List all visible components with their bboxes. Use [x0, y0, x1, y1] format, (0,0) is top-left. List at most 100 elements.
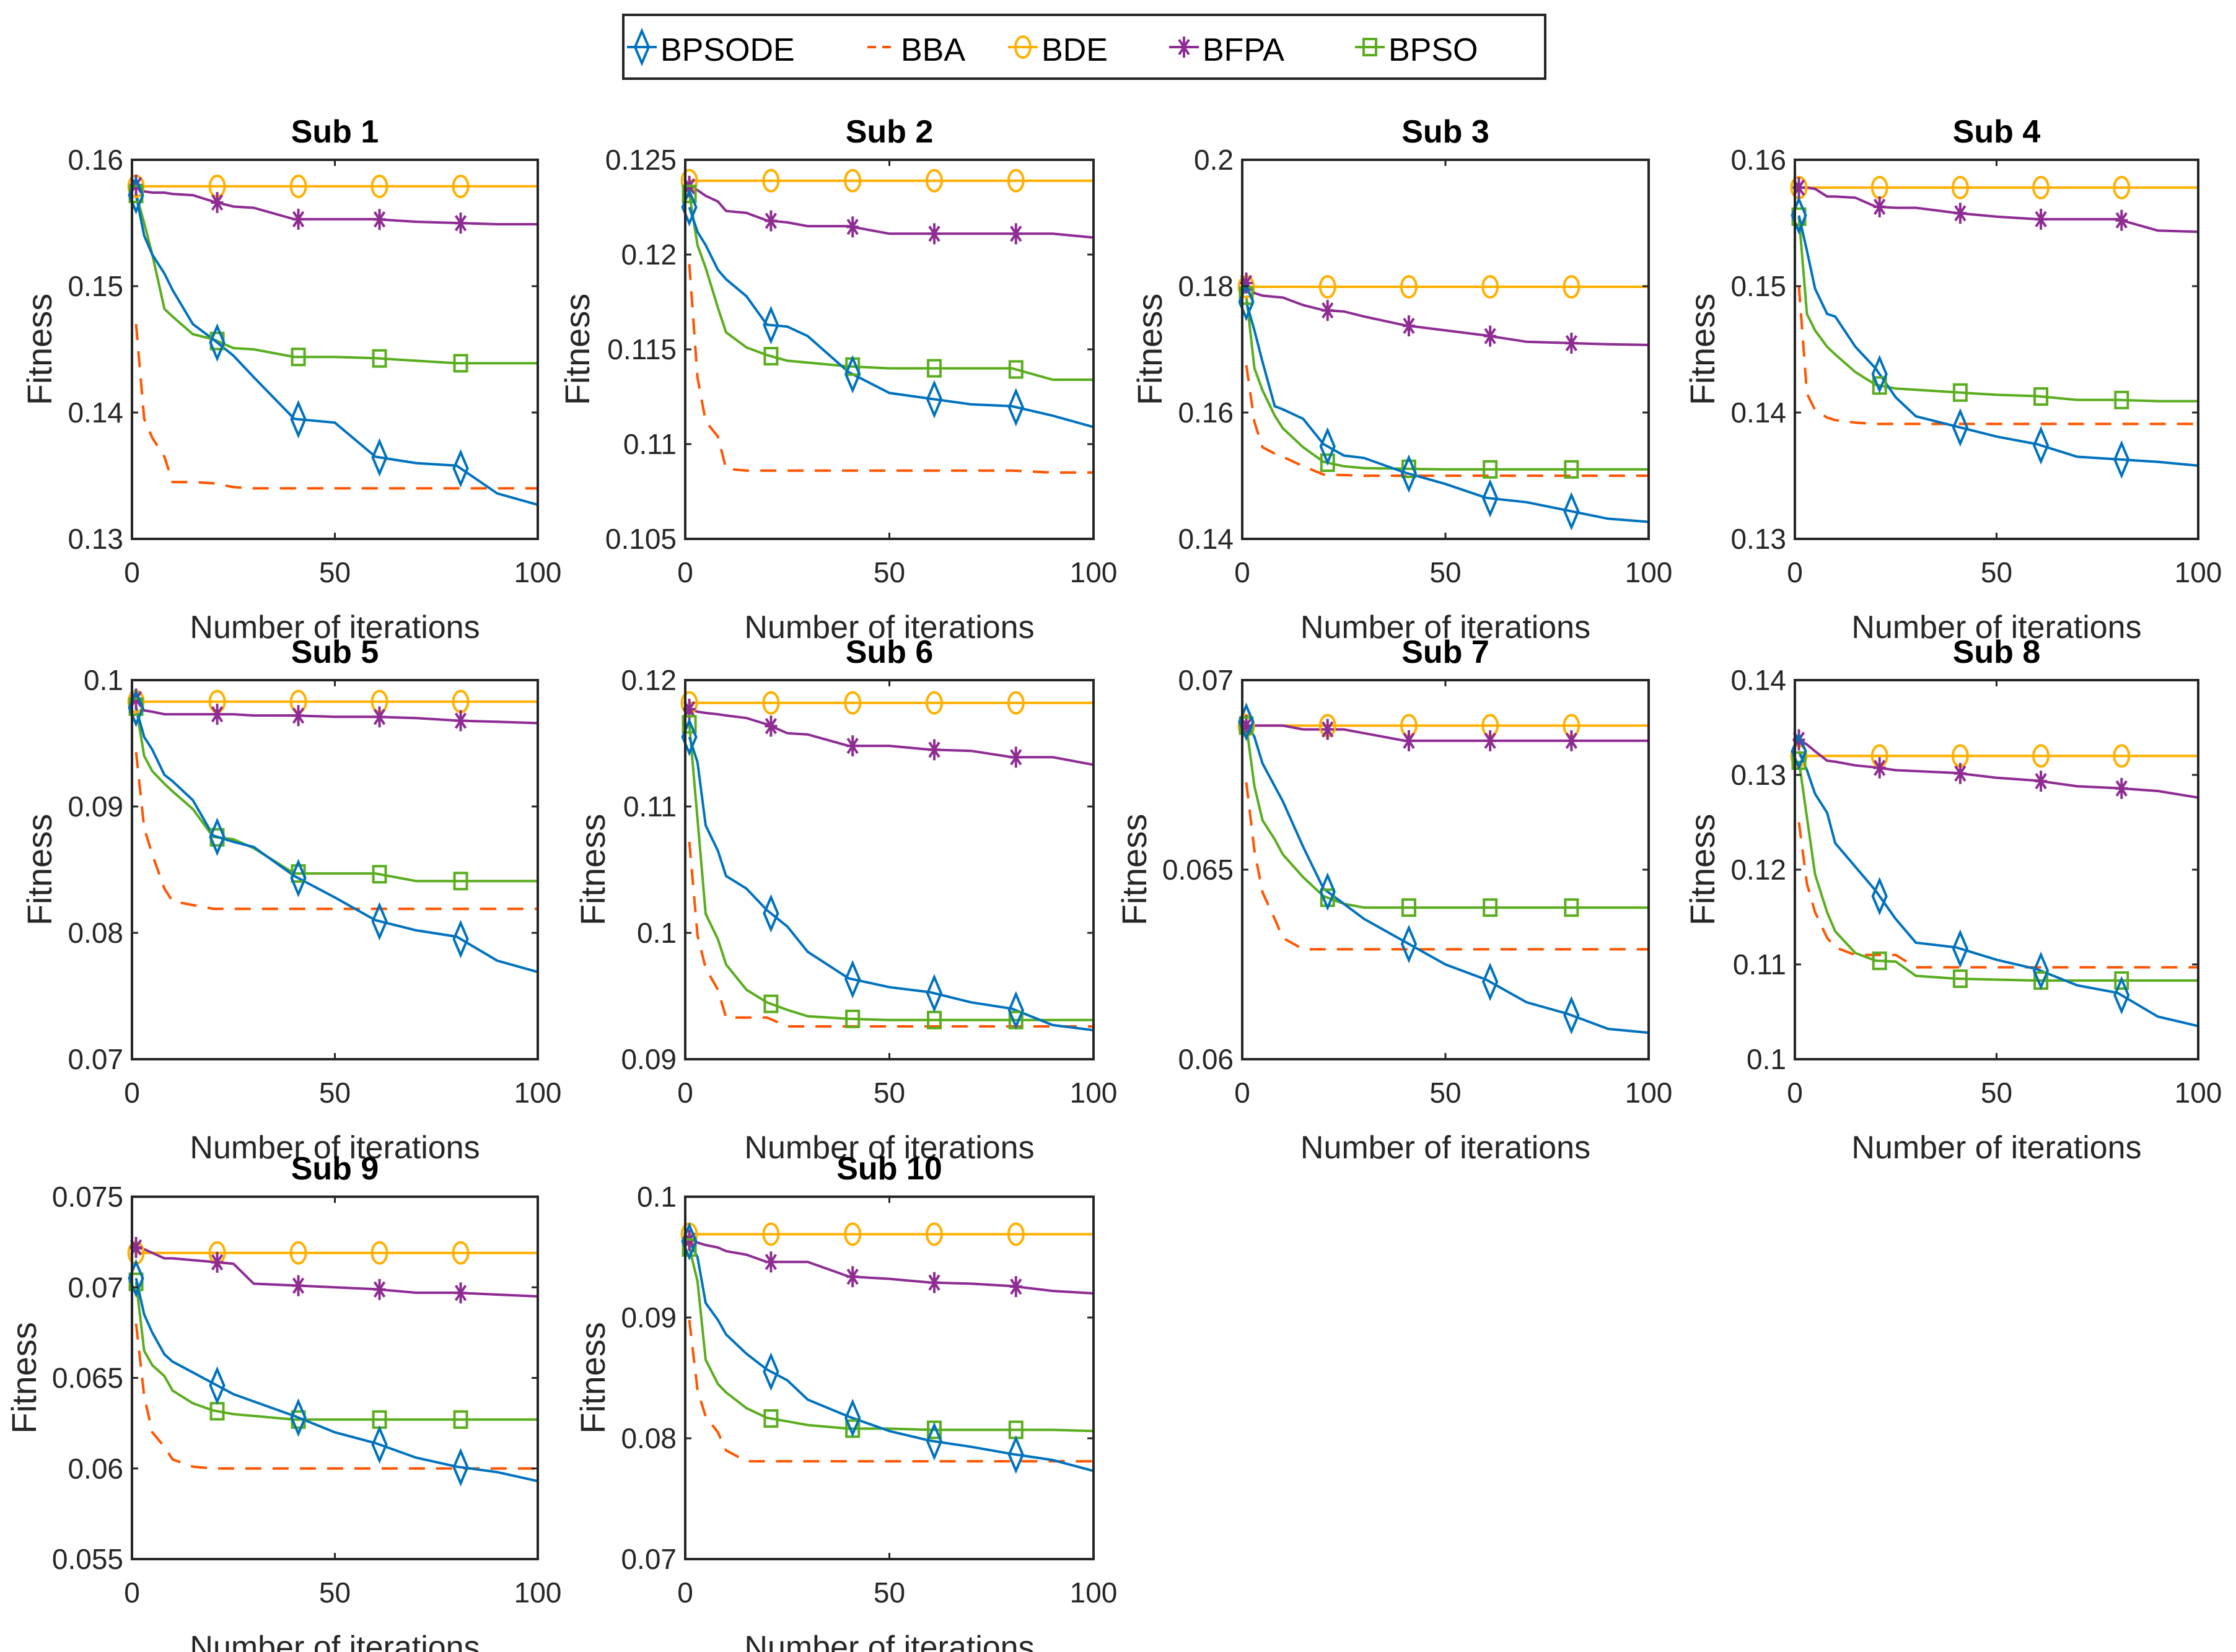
y-tick-label: 0.07 — [68, 1271, 123, 1303]
marker-bpsode — [371, 902, 388, 941]
subplot-title: Sub 10 — [836, 1151, 942, 1187]
marker-bfpa — [1953, 203, 1966, 224]
marker-bpsode — [452, 1448, 469, 1487]
marker-bfpa — [373, 1278, 386, 1300]
line-bpsode — [688, 1241, 1094, 1472]
line-bba — [1245, 782, 1649, 951]
series-group — [134, 1246, 538, 1483]
y-tick-label: 0.14 — [1730, 396, 1786, 429]
axes-box — [684, 1195, 1095, 1560]
marker-bfpa — [1402, 315, 1415, 337]
x-tick-label: 0 — [124, 1077, 140, 1109]
marker-bpso — [1952, 969, 1968, 989]
x-axis-label: Number of iterations — [190, 1130, 480, 1166]
marker-bde — [1563, 275, 1581, 299]
line-bpsode — [1797, 751, 2198, 1028]
marker-bde — [844, 1222, 862, 1246]
x-tick-label: 0 — [677, 1576, 693, 1609]
x-tick-label: 0 — [1234, 556, 1250, 588]
marker-bde — [1007, 168, 1025, 193]
legend-entry-bde: BDE — [1008, 32, 1108, 68]
marker-bpso — [763, 994, 779, 1013]
y-tick-label: 0.075 — [52, 1181, 123, 1213]
marker-bpso — [453, 1410, 468, 1429]
marker-bpsode — [844, 1399, 861, 1438]
marker-bpsode — [926, 974, 943, 1013]
marker-bpso — [1872, 951, 1887, 971]
marker-bpso — [2114, 390, 2129, 409]
marker-bpsode — [1007, 1435, 1024, 1474]
marker-bpso — [2114, 971, 2129, 990]
marker-bfpa — [454, 212, 467, 234]
marker-bpso — [1401, 898, 1416, 917]
y-tick-label: 0.15 — [1730, 270, 1786, 302]
series-group — [688, 1233, 1094, 1472]
marker-bfpa — [373, 209, 386, 230]
marker-bpsode — [926, 1422, 943, 1461]
line-bba — [134, 324, 538, 490]
line-bpso — [134, 706, 538, 883]
y-tick-label: 0.16 — [68, 144, 123, 176]
marker-bpso — [845, 1009, 861, 1028]
marker-bpso — [1872, 376, 1887, 395]
axes-box — [131, 679, 539, 1060]
marker-bde — [762, 1222, 780, 1246]
marker-bpsode — [1400, 454, 1418, 493]
x-tick-label: 100 — [514, 1077, 562, 1109]
marker-bde — [2032, 744, 2050, 768]
subplot-title: Sub 5 — [291, 634, 379, 670]
marker-bpsode — [371, 438, 388, 477]
marker-bfpa — [454, 710, 467, 732]
marker-bpso — [1564, 898, 1579, 917]
marker-bpso — [926, 1420, 942, 1440]
marker-bde — [452, 174, 470, 198]
y-axis-label: Fitness — [558, 294, 597, 406]
marker-bpso — [453, 354, 468, 373]
subplot-sub-9: Sub 9 0 50 100 0.055 0.06 0.065 0.07 0.075 Number… — [4, 1151, 561, 1652]
marker-bde — [1400, 275, 1418, 299]
axes-box — [684, 159, 1095, 540]
marker-bpso — [2033, 387, 2049, 406]
marker-bpsode — [2032, 951, 2050, 990]
y-tick-label: 0.09 — [621, 1301, 677, 1334]
line-bba — [688, 1319, 1094, 1463]
marker-bde — [289, 1241, 307, 1265]
line-bba — [688, 264, 1094, 474]
x-tick-label: 50 — [1981, 1077, 2012, 1109]
x-tick-label: 0 — [677, 1077, 693, 1109]
marker-bpsode — [1319, 427, 1336, 466]
marker-bpsode — [290, 859, 307, 898]
line-bpsode — [1245, 721, 1649, 1034]
marker-bpsode — [290, 1398, 307, 1437]
marker-bpsode — [1007, 388, 1024, 427]
marker-bde — [1318, 275, 1336, 299]
marker-bpsode — [1563, 995, 1580, 1035]
x-tick-label: 100 — [1070, 556, 1118, 588]
subplot-title: Sub 3 — [1401, 114, 1489, 150]
axes-box — [131, 1195, 539, 1560]
x-tick-label: 0 — [124, 1576, 140, 1609]
marker-bfpa — [292, 1275, 305, 1296]
series-group — [1797, 738, 2198, 1028]
marker-bfpa — [765, 715, 778, 737]
line-bpsode — [688, 736, 1094, 1032]
subplot-title: Sub 2 — [846, 114, 934, 150]
marker-bpsode — [209, 323, 226, 362]
legend-entry-bba: BBA — [867, 32, 965, 68]
y-tick-label: 0.08 — [621, 1422, 677, 1454]
line-bpsode — [134, 194, 538, 506]
line-bfpa — [1246, 724, 1649, 742]
line-bfpa — [1798, 738, 2198, 799]
x-axis-label: Number of iterations — [190, 610, 480, 645]
x-tick-label: 100 — [514, 1576, 562, 1609]
line-bpso — [688, 1247, 1094, 1433]
line-bba — [1245, 365, 1649, 477]
marker-bfpa — [1009, 746, 1022, 768]
line-bfpa — [688, 185, 1094, 239]
marker-bpsode — [1400, 924, 1418, 964]
marker-bpsode — [763, 894, 779, 933]
line-bba — [134, 1323, 538, 1470]
marker-bpsode — [926, 380, 943, 419]
line-bpso — [688, 193, 1094, 381]
